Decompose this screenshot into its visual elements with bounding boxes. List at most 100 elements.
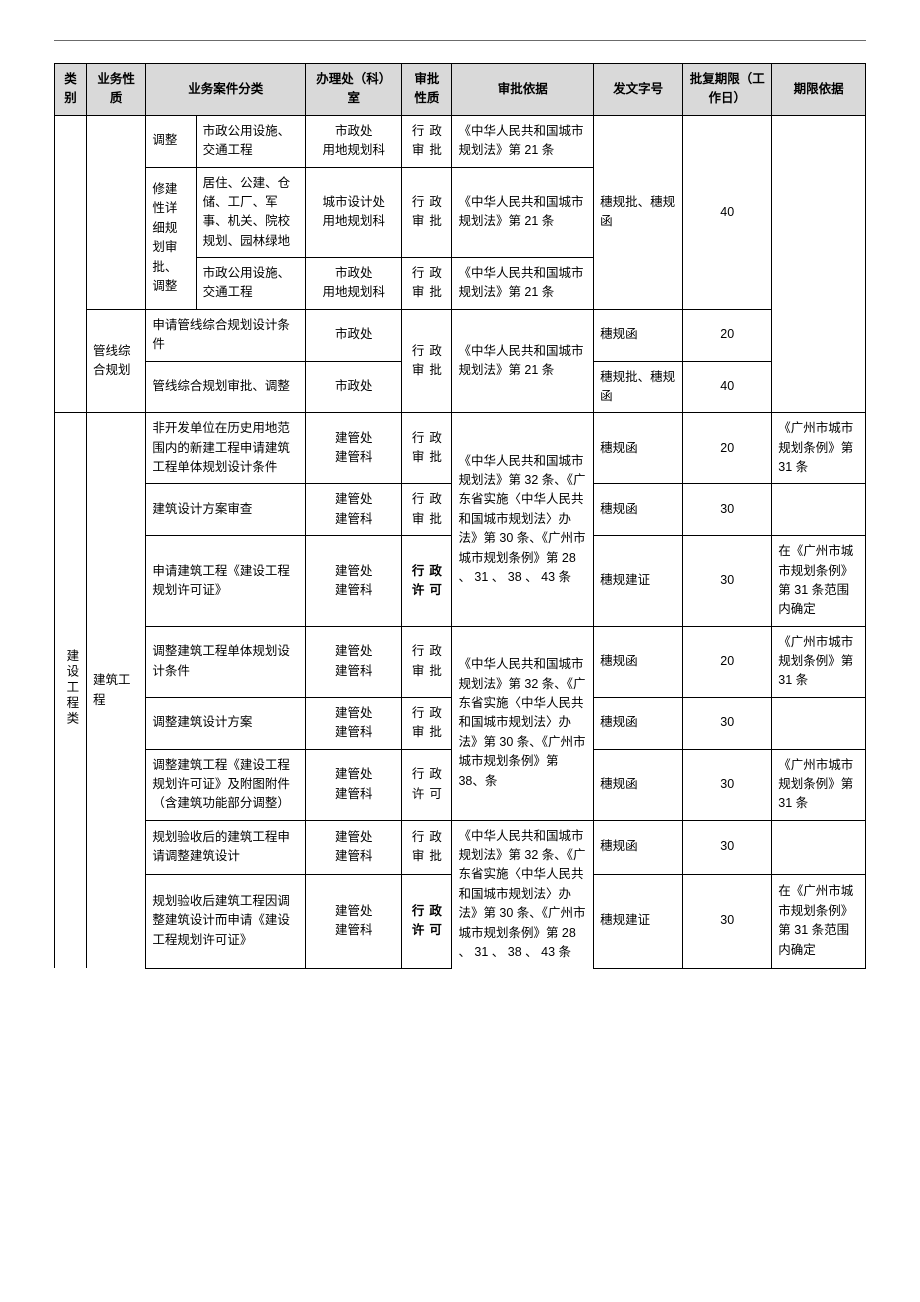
cell-nature: 行政审批 [402, 115, 452, 167]
cell-case: 申请建筑工程《建设工程规划许可证》 [146, 536, 306, 627]
cell-nature: 行政许可 [402, 749, 452, 820]
table-row: 调整 市政公用设施、交通工程 市政处 用地规划科 行政审批 《中华人民共和国城市… [55, 115, 866, 167]
cell-docno: 穗规函 [594, 820, 683, 874]
cell-docno: 穗规函 [594, 413, 683, 484]
cell-business-cont [86, 115, 145, 309]
cell-nature: 行政许可 [402, 536, 452, 627]
table-row: 建设工程类 建筑工程 非开发单位在历史用地范围内的新建工程申请建筑工程单体规划设… [55, 413, 866, 484]
cell-docno: 穗规函 [594, 697, 683, 749]
cell-business-building: 建筑工程 [86, 413, 145, 969]
cell-subcat-detail: 修建性详细规划审批、调整 [146, 167, 196, 309]
cell-limit: 30 [683, 749, 772, 820]
top-rule [54, 40, 866, 41]
cell-limitbasis [772, 820, 866, 874]
cell-case: 非开发单位在历史用地范围内的新建工程申请建筑工程单体规划设计条件 [146, 413, 306, 484]
th-case: 业务案件分类 [146, 64, 306, 116]
cell-dept: 市政处 用地规划科 [306, 258, 402, 310]
cell-nature: 行政审批 [402, 258, 452, 310]
cell-case: 申请管线综合规划设计条件 [146, 309, 306, 361]
cell-business-pipeline: 管线综合规划 [86, 309, 145, 413]
cell-case: 建筑设计方案审查 [146, 484, 306, 536]
cell-limitbasis-cont [772, 115, 866, 413]
cell-nature: 行政审批 [402, 484, 452, 536]
th-category: 类别 [55, 64, 87, 116]
cell-case: 调整建筑工程《建设工程规划许可证》及附图附件（含建筑功能部分调整） [146, 749, 306, 820]
cell-limit: 30 [683, 820, 772, 874]
cell-dept: 市政处 [306, 361, 402, 413]
th-docno: 发文字号 [594, 64, 683, 116]
cell-docno: 穗规建证 [594, 874, 683, 968]
cell-nature: 行政审批 [402, 697, 452, 749]
cell-nature: 行政审批 [402, 413, 452, 484]
cell-docno: 穗规批、穗规函 [594, 115, 683, 309]
th-business: 业务性质 [86, 64, 145, 116]
cell-limit: 30 [683, 484, 772, 536]
cell-limit: 30 [683, 697, 772, 749]
cell-limit: 20 [683, 626, 772, 697]
cell-case: 规划验收后建筑工程因调整建筑设计而申请《建设工程规划许可证》 [146, 874, 306, 968]
cell-dept: 建管处 建管科 [306, 697, 402, 749]
cell-dept: 建管处 建管科 [306, 536, 402, 627]
cell-docno: 穗规函 [594, 626, 683, 697]
table-row: 调整建筑工程单体规划设计条件 建管处 建管科 行政审批 《中华人民共和国城市规划… [55, 626, 866, 697]
cell-docno: 穗规函 [594, 749, 683, 820]
cell-dept: 建管处 建管科 [306, 413, 402, 484]
cell-limitbasis: 《广州市城市规划条例》第 31 条 [772, 413, 866, 484]
cell-case: 规划验收后的建筑工程申请调整建筑设计 [146, 820, 306, 874]
cell-docno: 穗规函 [594, 309, 683, 361]
cell-limit: 40 [683, 361, 772, 413]
th-limitbasis: 期限依据 [772, 64, 866, 116]
th-nature: 审批性质 [402, 64, 452, 116]
cell-nature: 行政许可 [402, 874, 452, 968]
cell-limit: 20 [683, 413, 772, 484]
category-label: 建设工程类 [61, 649, 80, 727]
cell-basis: 《中华人民共和国城市规划法》第 21 条 [452, 309, 594, 413]
cell-basis: 《中华人民共和国城市规划法》第 21 条 [452, 167, 594, 258]
th-limit: 批复期限（工作日） [683, 64, 772, 116]
cell-case: 管线综合规划审批、调整 [146, 361, 306, 413]
cell-dept: 城市设计处 用地规划科 [306, 167, 402, 258]
cell-case: 调整建筑设计方案 [146, 697, 306, 749]
cell-dept: 建管处 建管科 [306, 874, 402, 968]
cell-category-construction: 建设工程类 [55, 413, 87, 969]
cell-limit: 20 [683, 309, 772, 361]
cell-nature: 行政审批 [402, 820, 452, 874]
cell-limitbasis: 在《广州市城市规划条例》第 31 条范围内确定 [772, 874, 866, 968]
cell-dept: 市政处 [306, 309, 402, 361]
cell-case: 市政公用设施、交通工程 [196, 258, 306, 310]
cell-limitbasis [772, 484, 866, 536]
cell-basis: 《中华人民共和国城市规划法》第 21 条 [452, 258, 594, 310]
document-page: 类别 业务性质 业务案件分类 办理处（科）室 审批性质 审批依据 发文字号 批复… [0, 0, 920, 1029]
cell-category-cont [55, 115, 87, 413]
cell-dept: 建管处 建管科 [306, 626, 402, 697]
th-basis: 审批依据 [452, 64, 594, 116]
cell-case: 市政公用设施、交通工程 [196, 115, 306, 167]
cell-nature: 行政审批 [402, 309, 452, 413]
cell-basis: 《中华人民共和国城市规划法》第 32 条、《广东省实施〈中华人民共和国城市规划法… [452, 820, 594, 968]
cell-limitbasis: 在《广州市城市规划条例》第 31 条范围内确定 [772, 536, 866, 627]
table-row: 规划验收后的建筑工程申请调整建筑设计 建管处 建管科 行政审批 《中华人民共和国… [55, 820, 866, 874]
approval-table: 类别 业务性质 业务案件分类 办理处（科）室 审批性质 审批依据 发文字号 批复… [54, 63, 866, 969]
cell-limitbasis: 《广州市城市规划条例》第 31 条 [772, 626, 866, 697]
cell-dept: 建管处 建管科 [306, 749, 402, 820]
cell-subcat-adjust: 调整 [146, 115, 196, 167]
cell-nature: 行政审批 [402, 626, 452, 697]
cell-dept: 建管处 建管科 [306, 820, 402, 874]
cell-basis: 《中华人民共和国城市规划法》第 21 条 [452, 115, 594, 167]
cell-limit: 30 [683, 874, 772, 968]
cell-case: 居住、公建、仓储、工厂、军事、机关、院校规划、园林绿地 [196, 167, 306, 258]
table-row: 管线综合规划 申请管线综合规划设计条件 市政处 行政审批 《中华人民共和国城市规… [55, 309, 866, 361]
cell-limitbasis: 《广州市城市规划条例》第 31 条 [772, 749, 866, 820]
cell-docno: 穗规批、穗规函 [594, 361, 683, 413]
cell-basis: 《中华人民共和国城市规划法》第 32 条、《广东省实施〈中华人民共和国城市规划法… [452, 626, 594, 820]
cell-dept: 建管处 建管科 [306, 484, 402, 536]
th-department: 办理处（科）室 [306, 64, 402, 116]
table-header: 类别 业务性质 业务案件分类 办理处（科）室 审批性质 审批依据 发文字号 批复… [55, 64, 866, 116]
cell-limitbasis [772, 697, 866, 749]
cell-limit: 30 [683, 536, 772, 627]
cell-dept: 市政处 用地规划科 [306, 115, 402, 167]
cell-docno: 穗规建证 [594, 536, 683, 627]
cell-case: 调整建筑工程单体规划设计条件 [146, 626, 306, 697]
cell-docno: 穗规函 [594, 484, 683, 536]
cell-nature: 行政审批 [402, 167, 452, 258]
